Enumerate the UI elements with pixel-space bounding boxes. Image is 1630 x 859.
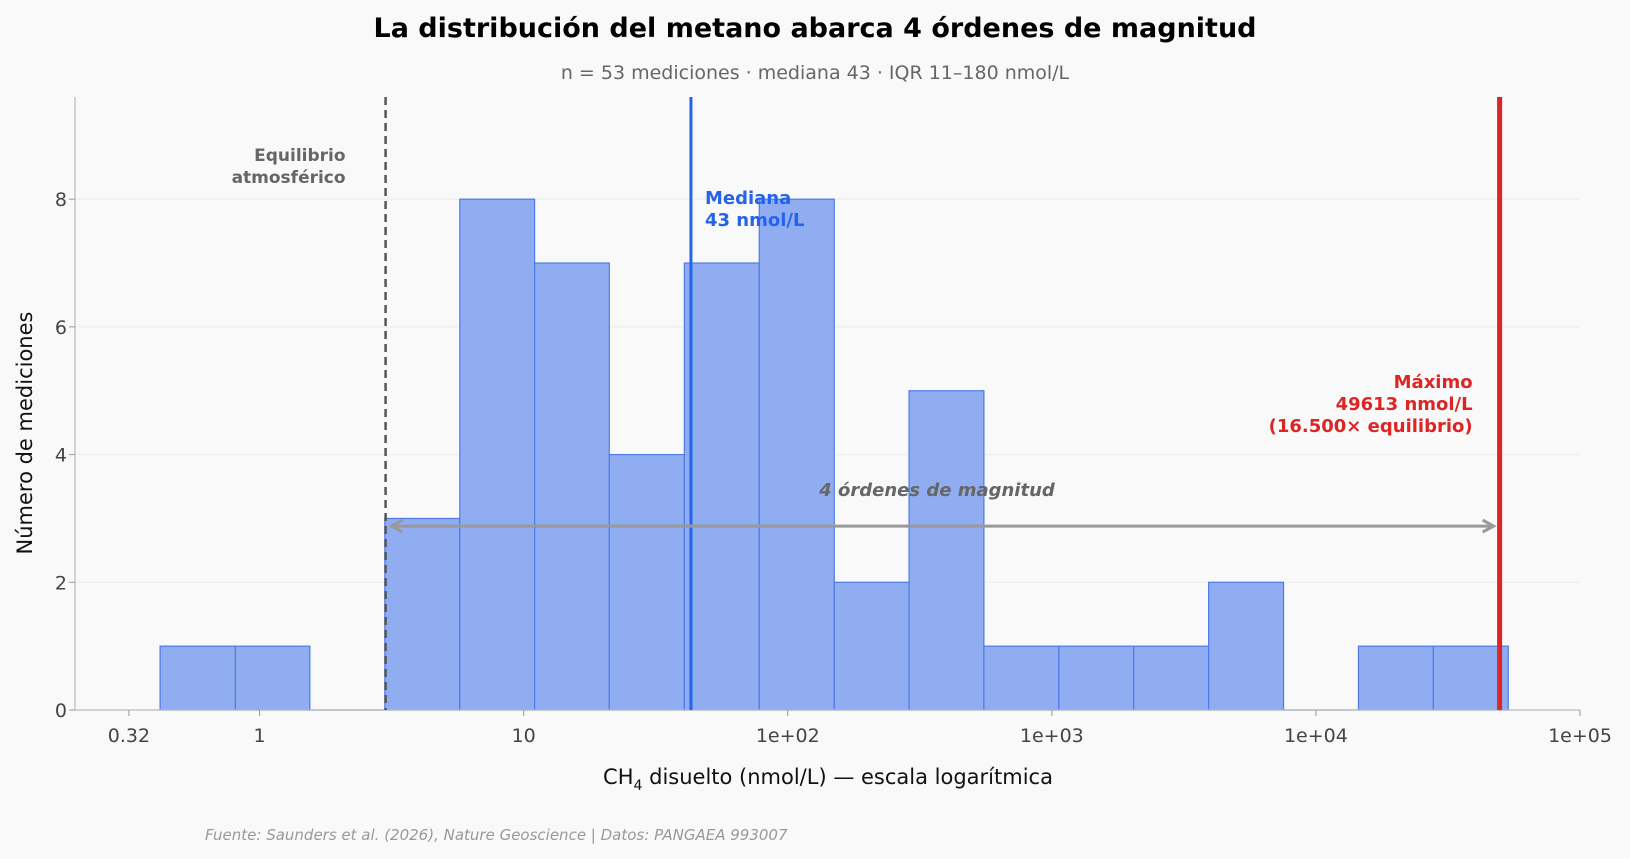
span-arrow-head-right xyxy=(1481,518,1497,534)
histogram-bar-3 xyxy=(384,517,461,711)
histogram-bar-8 xyxy=(758,198,835,711)
max-label-0: Máximo xyxy=(1394,372,1473,393)
x-tick-label-6: 1e+05 xyxy=(1548,725,1612,747)
equilibrium-label-1: atmosférico xyxy=(232,168,346,188)
x-tick-label-2: 10 xyxy=(512,725,536,747)
x-tick-label-4: 1e+03 xyxy=(1020,725,1084,747)
histogram-bar-7 xyxy=(683,262,760,711)
y-tick-label-4: 8 xyxy=(55,189,67,211)
x-axis-label: CH4 disuelto (nmol/L) — escala logarítmi… xyxy=(603,765,1053,794)
histogram-bar-14 xyxy=(1208,581,1285,711)
chart-subtitle: n = 53 mediciones · mediana 43 · IQR 11–… xyxy=(561,62,1070,84)
span-label: 4 órdenes de magnitud xyxy=(818,480,1056,501)
histogram-bar-0 xyxy=(159,645,237,711)
max-label-2: (16.500× equilibrio) xyxy=(1269,416,1473,437)
median-label-1: 43 nmol/L xyxy=(705,210,804,231)
x-tick-label-5: 1e+04 xyxy=(1284,725,1348,747)
x-tick-label-0: 0.32 xyxy=(108,725,150,747)
y-tick-label-3: 6 xyxy=(55,317,67,339)
y-axis-label: Número de mediciones xyxy=(13,312,37,555)
x-axis-label-subscript: 4 xyxy=(634,778,643,794)
histogram-bar-4 xyxy=(459,198,536,711)
histogram-bar-12 xyxy=(1058,645,1135,711)
histogram-bar-5 xyxy=(533,262,610,711)
x-axis-label-rest: disuelto (nmol/L) — escala logarítmica xyxy=(642,765,1053,789)
histogram-bar-10 xyxy=(908,390,985,711)
axes: 0.32 1 10 1e+02 1e+03 1e+04 1e+05 0 2 4 6 8 xyxy=(55,97,1612,747)
chart-title: La distribución del metano abarca 4 órde… xyxy=(373,13,1256,44)
y-tick-label-2: 4 xyxy=(55,445,67,467)
histogram-bar-11 xyxy=(983,645,1060,711)
histogram-bar-6 xyxy=(608,453,685,711)
equilibrium-label-0: Equilibrio xyxy=(254,146,345,166)
x-tick-label-1: 1 xyxy=(254,725,266,747)
histogram-bar-17 xyxy=(1432,645,1509,711)
source-note: Fuente: Saunders et al. (2026), Nature G… xyxy=(205,826,788,844)
x-tick-label-3: 1e+02 xyxy=(756,725,820,747)
histogram-bar-1 xyxy=(234,645,311,711)
y-tick-label-1: 2 xyxy=(55,572,67,594)
histogram-bar-9 xyxy=(833,581,910,711)
x-axis-label-main: CH xyxy=(603,765,633,789)
median-label-0: Mediana xyxy=(705,188,791,209)
max-label-1: 49613 nmol/L xyxy=(1336,394,1473,415)
histogram-bar-13 xyxy=(1133,645,1210,711)
span-arrow-head-left xyxy=(388,518,404,534)
histogram-bar-16 xyxy=(1357,645,1434,711)
y-tick-label-0: 0 xyxy=(55,700,67,722)
